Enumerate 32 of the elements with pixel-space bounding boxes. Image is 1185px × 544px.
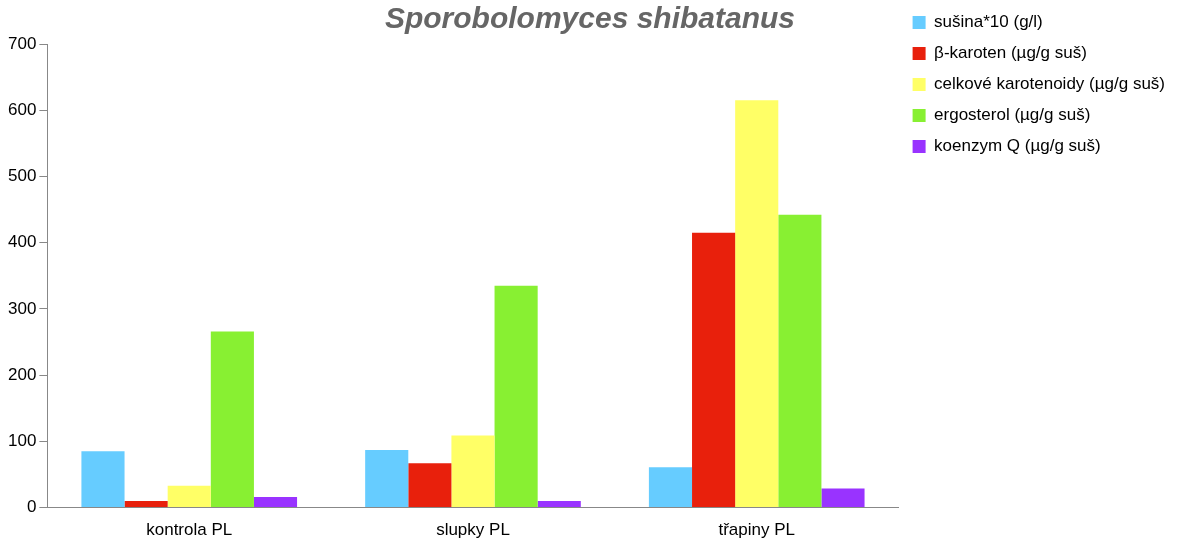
y-tick-label: 300 — [7, 298, 37, 318]
y-tick-label: 100 — [7, 431, 37, 451]
y-tick-label: 500 — [7, 166, 37, 186]
bar — [167, 485, 211, 508]
y-tick-label: 200 — [7, 364, 37, 384]
bar — [210, 331, 254, 508]
y-tick-label: 600 — [7, 99, 37, 119]
x-tick-label: slupky PL — [436, 520, 510, 540]
bar — [408, 463, 452, 508]
legend-label: koenzym Q (µg/g suš) — [934, 136, 1101, 156]
legend-label: ergosterol (µg/g suš) — [934, 105, 1091, 125]
bar — [365, 449, 409, 508]
bar — [253, 497, 298, 508]
y-tick-label: 400 — [7, 232, 37, 252]
bar — [778, 214, 822, 508]
bar — [735, 100, 779, 508]
legend-label: β-karoten (µg/g suš) — [934, 43, 1087, 63]
bar — [494, 285, 538, 508]
bar — [124, 500, 168, 508]
x-tick-label: třapiny PL — [718, 520, 795, 540]
y-tick-label: 0 — [26, 497, 37, 517]
y-tick-label: 700 — [7, 33, 37, 53]
bar — [821, 488, 865, 508]
bar — [692, 232, 736, 508]
legend-label: celkové karotenoidy (µg/g suš) — [934, 74, 1165, 94]
legend-label: sušina*10 (g/l) — [934, 12, 1043, 32]
chart-title: Sporobolomyces shibatanus — [384, 1, 796, 35]
bar — [648, 467, 693, 508]
x-tick-label: kontrola PL — [146, 520, 233, 540]
bar — [537, 500, 581, 508]
bar — [451, 435, 495, 508]
bar — [81, 451, 125, 508]
